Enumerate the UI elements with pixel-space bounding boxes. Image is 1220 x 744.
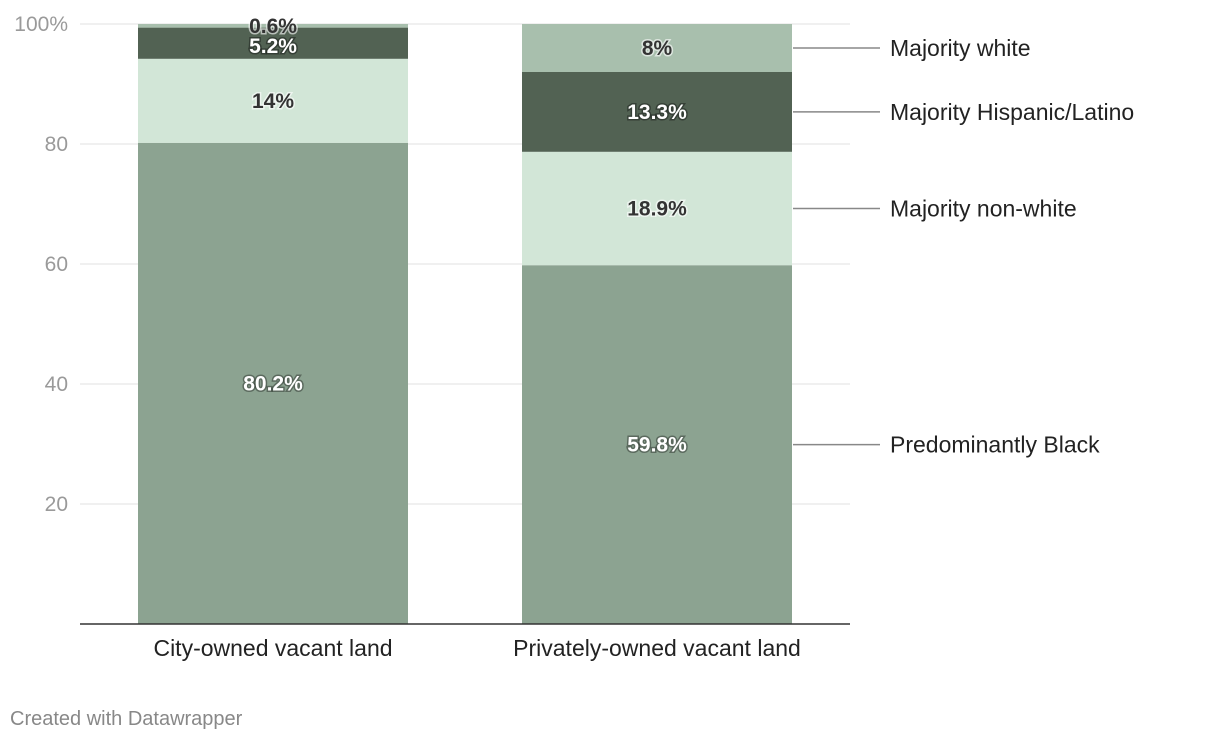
legend-label: Majority white xyxy=(890,35,1031,61)
bar-segment xyxy=(138,24,408,28)
legend-label: Majority non-white xyxy=(890,196,1077,222)
y-tick-label: 60 xyxy=(45,253,68,276)
data-label: 14% xyxy=(252,90,294,113)
x-category-label: Privately-owned vacant land xyxy=(513,635,801,661)
bar-segment xyxy=(138,142,408,625)
data-label: 5.2% xyxy=(249,35,297,58)
x-category-label: City-owned vacant land xyxy=(153,635,392,661)
credit-text: Created with Datawrapper xyxy=(10,708,243,730)
legend-label: Majority Hispanic/Latino xyxy=(890,99,1134,125)
bar-segment xyxy=(138,58,408,143)
bar-segment xyxy=(522,151,792,266)
data-label: 13.3% xyxy=(627,101,687,124)
data-label: 0.6% xyxy=(249,15,297,38)
bar-segment xyxy=(522,72,792,152)
data-label: 8% xyxy=(642,37,673,60)
y-tick-label: 100% xyxy=(14,13,68,36)
legend-label: Predominantly Black xyxy=(890,432,1100,458)
data-label: 18.9% xyxy=(627,198,687,221)
data-label: 59.8% xyxy=(627,434,687,457)
bar-segment xyxy=(138,27,408,59)
y-tick-label: 80 xyxy=(45,133,68,156)
data-label: 80.2% xyxy=(243,372,303,395)
y-tick-label: 20 xyxy=(45,493,68,516)
stacked-bar-chart: 20 40 60 80 100% 0.6%5.2% 14% 80.2% 8% 13.3% 18.9%… xyxy=(14,13,1134,661)
bar-segment xyxy=(522,265,792,624)
bar-segment xyxy=(522,24,792,72)
y-tick-label: 40 xyxy=(45,373,68,396)
